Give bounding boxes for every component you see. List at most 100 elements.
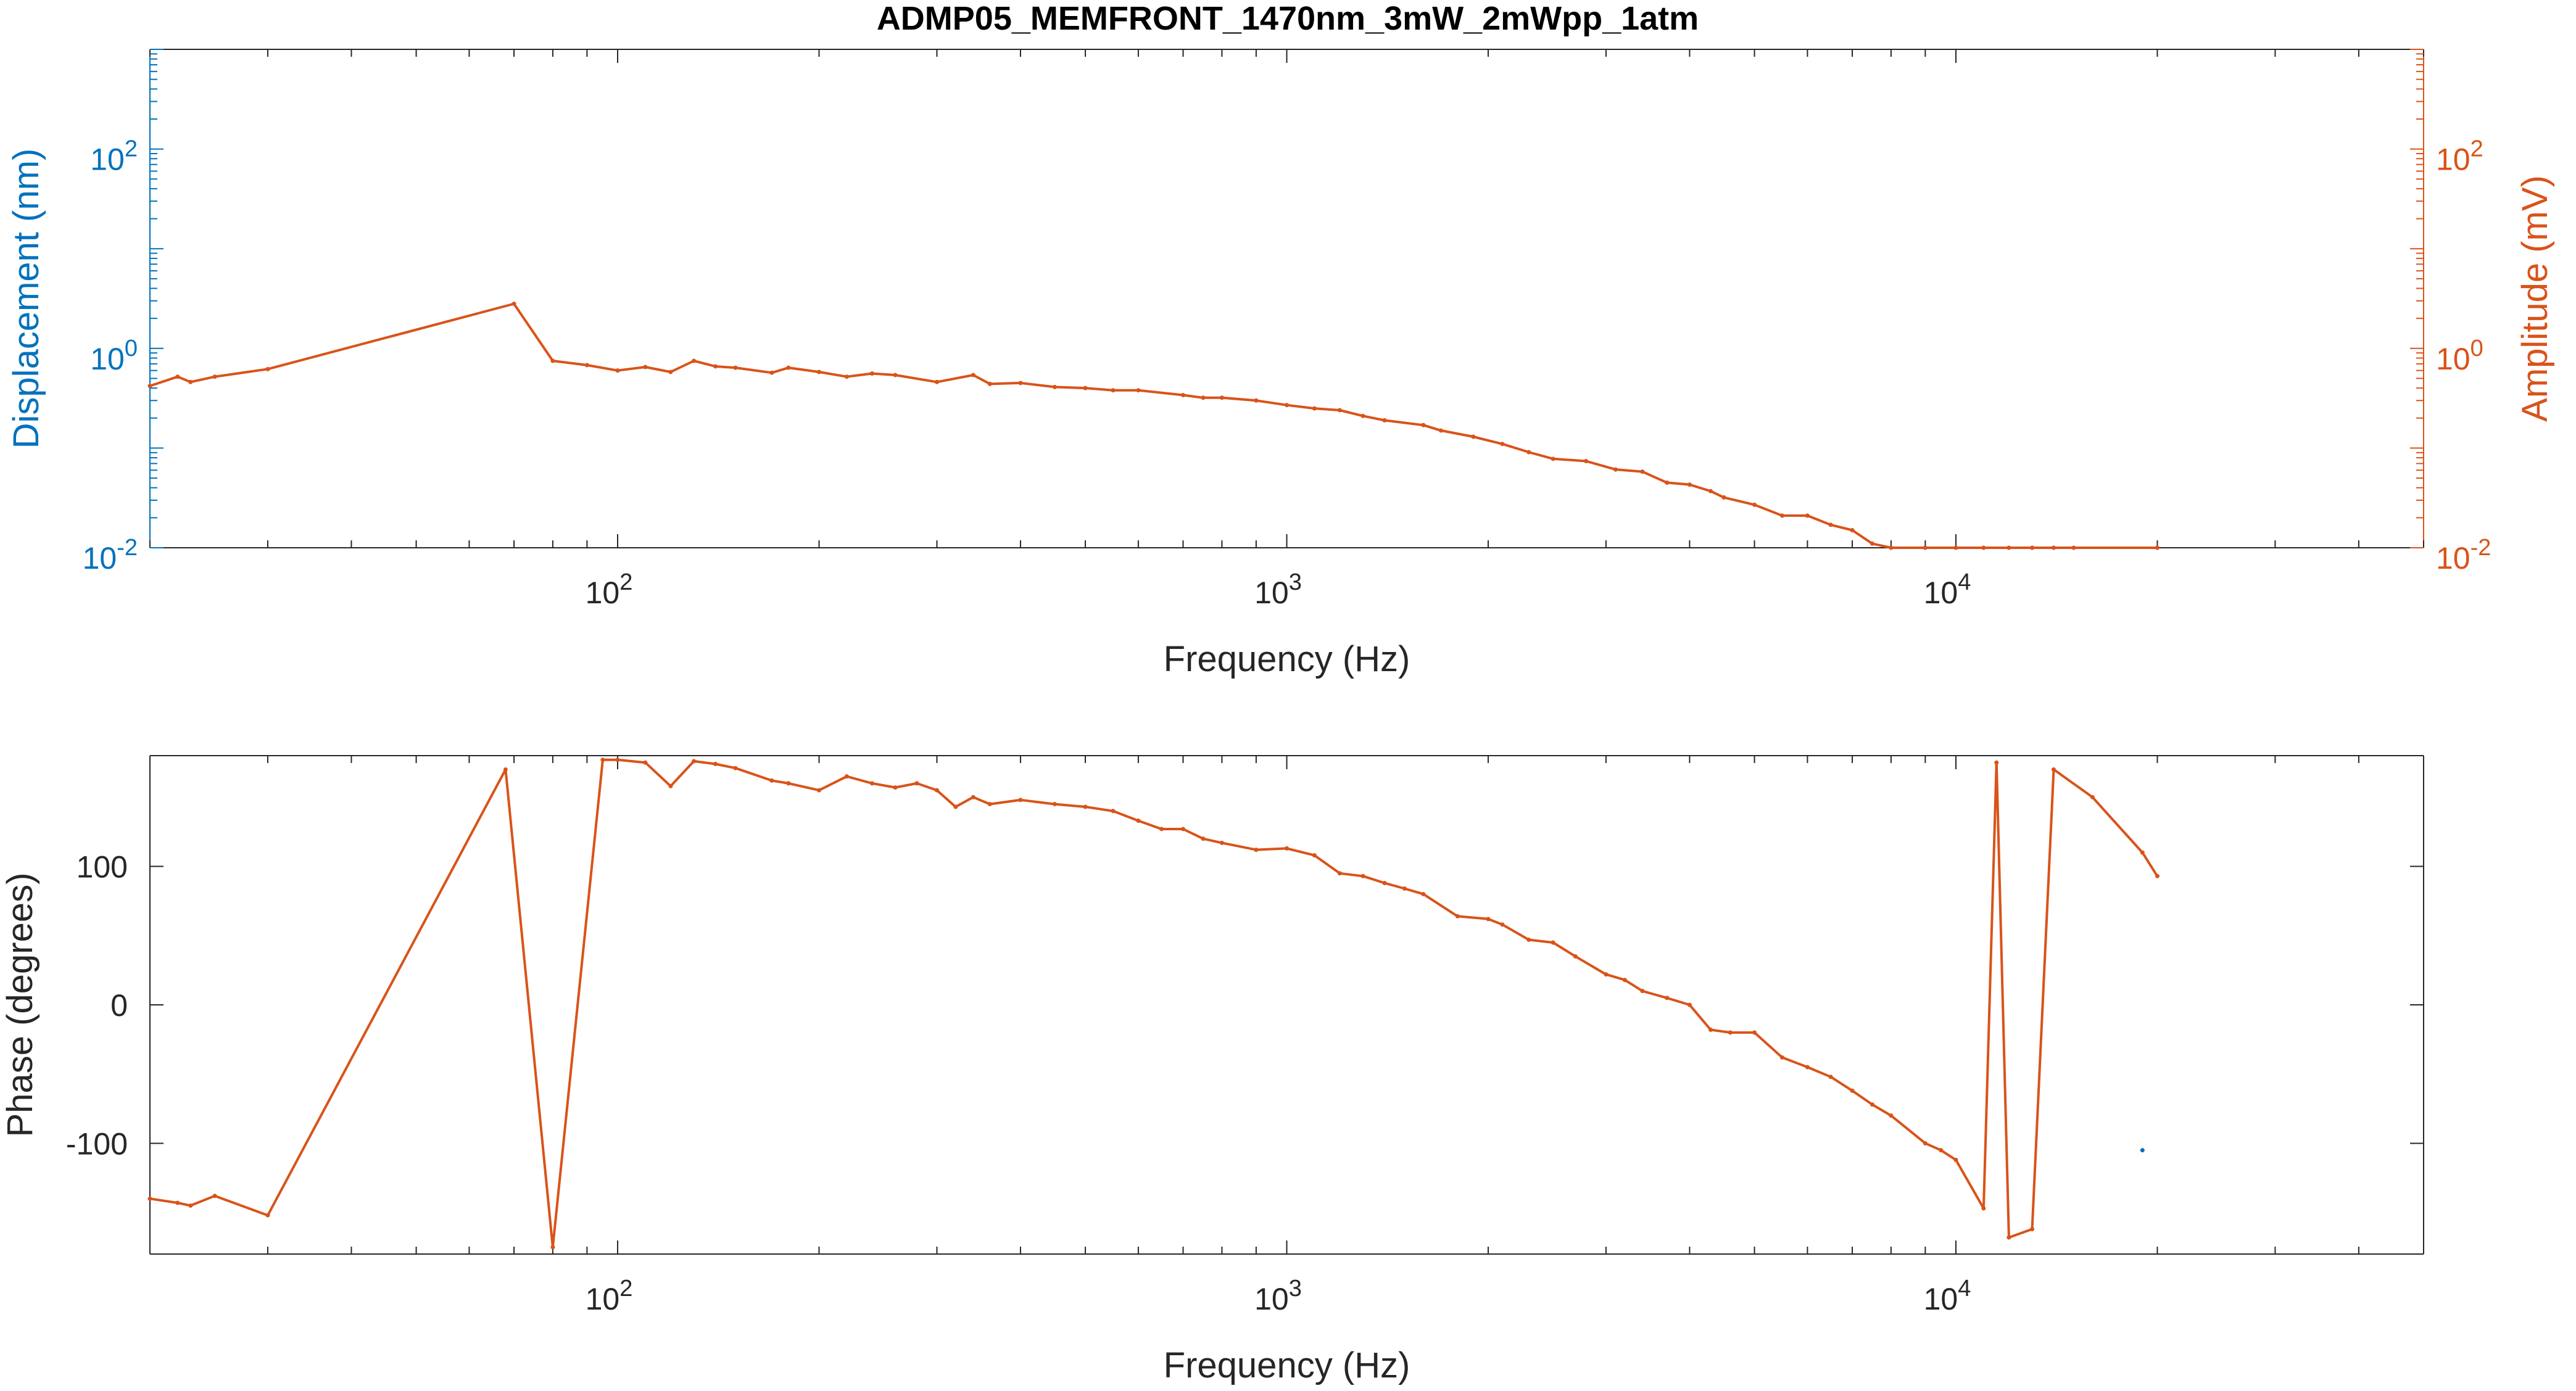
x-tick-label-base: 10 bbox=[1924, 576, 1958, 610]
data-point bbox=[1337, 871, 1342, 876]
data-point bbox=[147, 384, 152, 389]
data-point bbox=[1805, 513, 1810, 518]
y-tick-label-left-base: 10 bbox=[90, 142, 125, 177]
data-point bbox=[1471, 434, 1476, 439]
data-point bbox=[511, 302, 516, 307]
data-point bbox=[1981, 545, 1986, 550]
data-point bbox=[188, 379, 193, 384]
data-point bbox=[1640, 989, 1645, 994]
y-tick-label-right-exponent: 0 bbox=[2470, 336, 2483, 361]
data-point bbox=[1721, 495, 1726, 500]
data-point bbox=[600, 757, 605, 762]
x-tick-label: 104 bbox=[1924, 1276, 1971, 1316]
data-point bbox=[1455, 914, 1460, 918]
y-tick-label-left: 100 bbox=[90, 336, 138, 376]
data-point bbox=[1613, 467, 1618, 472]
y-tick-label-right-base: 10 bbox=[2436, 142, 2470, 177]
data-point bbox=[2007, 1235, 2011, 1240]
data-point bbox=[212, 1194, 217, 1199]
data-point bbox=[1870, 541, 1874, 546]
data-point bbox=[893, 373, 898, 378]
data-point bbox=[1526, 450, 1531, 455]
data-point bbox=[987, 381, 992, 386]
data-point bbox=[1889, 545, 1894, 550]
data-point bbox=[1360, 413, 1365, 418]
y-tick-label-left-exponent: 0 bbox=[125, 336, 138, 361]
data-point bbox=[584, 363, 589, 368]
data-point bbox=[1923, 545, 1928, 550]
data-point bbox=[1285, 846, 1289, 851]
plot-area bbox=[150, 756, 2424, 1254]
data-point bbox=[1994, 760, 1999, 765]
data-point bbox=[2030, 1227, 2035, 1232]
y-tick-label: -100 bbox=[66, 1126, 128, 1161]
data-point bbox=[1083, 804, 1088, 809]
data-point bbox=[692, 358, 697, 363]
chart-title: ADMP05_MEMFRONT_1470nm_3mW_2mWpp_1atm bbox=[877, 0, 1699, 37]
data-point bbox=[987, 802, 992, 807]
data-point bbox=[1752, 1030, 1757, 1035]
data-point bbox=[1052, 802, 1057, 807]
data-point bbox=[1805, 1065, 1810, 1070]
x-tick-label-exponent: 2 bbox=[619, 569, 632, 595]
data-point bbox=[1728, 1030, 1733, 1035]
data-point bbox=[1526, 938, 1531, 943]
data-point bbox=[816, 788, 821, 793]
data-point bbox=[503, 767, 508, 772]
y-tick-label-left: 102 bbox=[90, 136, 138, 177]
data-point bbox=[934, 379, 939, 384]
data-point bbox=[1953, 545, 1958, 550]
data-point bbox=[1551, 940, 1555, 945]
data-point bbox=[786, 781, 791, 786]
data-point bbox=[1382, 880, 1387, 885]
data-point bbox=[869, 371, 874, 376]
data-point bbox=[2155, 873, 2160, 878]
data-point bbox=[643, 760, 648, 765]
x-axis-label: Frequency (Hz) bbox=[1164, 639, 1410, 679]
data-point bbox=[2140, 850, 2145, 855]
data-point bbox=[1665, 996, 1670, 1001]
data-point bbox=[914, 781, 919, 786]
x-tick-label-base: 10 bbox=[1254, 1282, 1289, 1316]
data-point bbox=[175, 1200, 180, 1205]
data-point bbox=[265, 1213, 270, 1218]
x-tick-label-base: 10 bbox=[586, 576, 620, 610]
data-point bbox=[2007, 545, 2011, 550]
data-point bbox=[1708, 489, 1713, 493]
data-point bbox=[1337, 408, 1342, 413]
data-point bbox=[1923, 1141, 1928, 1145]
y-tick-label: 0 bbox=[110, 988, 128, 1023]
data-point bbox=[1219, 395, 1224, 400]
data-point bbox=[1402, 886, 1407, 891]
data-point bbox=[1360, 873, 1365, 878]
data-point bbox=[1111, 809, 1116, 814]
y-tick-label-left-base: 10 bbox=[90, 342, 125, 376]
x-tick-label: 104 bbox=[1924, 569, 1971, 610]
y-tick-label-right: 102 bbox=[2436, 136, 2483, 177]
y-tick-label: 100 bbox=[77, 850, 128, 885]
y-tick-label-left-base: 10 bbox=[83, 541, 117, 576]
data-point bbox=[971, 373, 975, 378]
data-point bbox=[1486, 917, 1491, 922]
y-tick-label-left: 10-2 bbox=[83, 535, 138, 576]
x-tick-label: 103 bbox=[1254, 1276, 1302, 1316]
data-point bbox=[1828, 522, 1833, 527]
data-point bbox=[1665, 480, 1670, 485]
data-point bbox=[692, 759, 697, 764]
data-point bbox=[2051, 767, 2056, 772]
data-point bbox=[893, 785, 898, 790]
data-point bbox=[2051, 545, 2056, 550]
data-point bbox=[668, 783, 673, 788]
data-point bbox=[2155, 545, 2160, 550]
data-point bbox=[1687, 1002, 1692, 1007]
data-point bbox=[265, 366, 270, 371]
data-point bbox=[1201, 836, 1206, 841]
data-point bbox=[1604, 972, 1609, 977]
data-point bbox=[1254, 848, 1259, 852]
x-tick-label-exponent: 4 bbox=[1958, 569, 1971, 595]
data-point bbox=[1687, 482, 1692, 487]
data-point bbox=[550, 1245, 555, 1250]
data-point bbox=[953, 804, 958, 809]
